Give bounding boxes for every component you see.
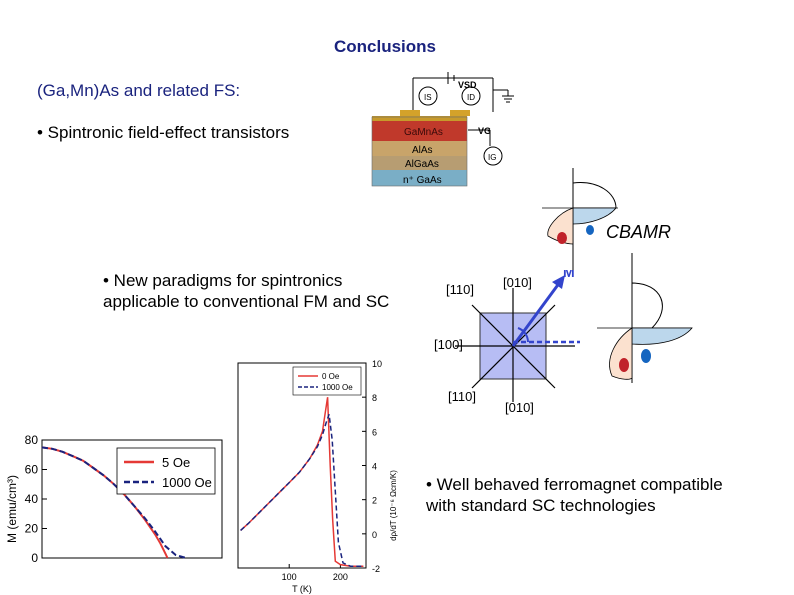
layer-algaas — [372, 156, 467, 170]
direction-0-10: [010] — [505, 400, 534, 415]
series-line-1 — [41, 446, 187, 559]
cbamr-band-diagram-bottom — [597, 253, 693, 383]
y-axis-label: M (emu/cm³) — [5, 475, 19, 543]
drain-contact — [450, 110, 470, 116]
layer-gamnas-label: GaMnAs — [404, 127, 443, 138]
bullet-new-paradigms-line2: applicable to conventional FM and SC — [103, 292, 390, 311]
direction-100: [100] — [434, 337, 463, 352]
layer-ngaas-label: n⁺ GaAs — [403, 175, 442, 186]
y-tick-label: -2 — [372, 564, 380, 574]
label-ig: IG — [488, 153, 496, 162]
legend-label-0: 0 Oe — [322, 372, 340, 381]
bullet-spintronic-fet: • Spintronic field-effect transistors — [37, 123, 290, 142]
label-is: IS — [424, 93, 432, 102]
y-tick-label: 8 — [372, 393, 377, 403]
y-tick-label: 20 — [25, 522, 39, 536]
x-tick-label: 100 — [282, 572, 297, 582]
direction-110: [110] — [446, 282, 474, 297]
y-tick-label: 40 — [25, 492, 39, 506]
y-tick-label: 0 — [372, 530, 377, 540]
bullet-new-paradigms-line1: • New paradigms for spintronics — [103, 271, 343, 290]
spin-down-carrier — [586, 225, 594, 235]
y-tick-label: 2 — [372, 496, 377, 506]
crystal-direction-diagram: M — [455, 270, 580, 402]
cbamr-label: CBAMR — [606, 222, 672, 242]
label-id: ID — [467, 93, 475, 102]
slide-subtitle: (Ga,Mn)As and related FS: — [37, 81, 241, 100]
fet-device-diagram: IS ID VSD VG IG GaMnAs AlAs AlGaAs n⁺ Ga… — [371, 72, 514, 187]
source-current-meter — [418, 86, 438, 106]
x-tick-label: 200 — [333, 572, 348, 582]
direction-010: [010] — [503, 275, 532, 290]
bullet-well-behaved-line2: with standard SC technologies — [426, 496, 656, 515]
magnetization-chart: 0 20 40 60 80 M (emu/cm³) 5 Oe 1000 Oe — [5, 433, 223, 565]
y-tick-label: 80 — [25, 433, 39, 447]
y-tick-label: 6 — [372, 427, 377, 437]
series-line-1 — [240, 414, 364, 568]
label-vg: VG — [478, 126, 491, 136]
layer-gamnas — [372, 121, 467, 141]
y-tick-label: 60 — [25, 463, 39, 477]
legend-box — [292, 366, 362, 396]
legend-label-1: 1000 Oe — [322, 383, 353, 392]
y-tick-label: 0 — [31, 551, 38, 565]
plot-frame — [237, 362, 367, 569]
legend-box — [116, 447, 216, 495]
gate-current-meter — [483, 146, 503, 166]
drain-current-meter — [461, 86, 481, 106]
bullet-well-behaved-line1: • Well behaved ferromagnet compatible — [426, 475, 723, 494]
slide-title: Conclusions — [333, 37, 436, 56]
y-tick-label: 10 — [372, 359, 382, 369]
label-vsd: VSD — [458, 80, 477, 90]
spin-up-carrier — [557, 232, 567, 244]
y-axis-label: dρ/dT (10⁻⁶ Ωcm/K) — [389, 470, 398, 541]
x-axis-label: T (K) — [292, 584, 312, 594]
y-tick-label: 4 — [372, 462, 377, 472]
bullet-well-behaved: • Well behaved ferromagnet compatible wi… — [426, 474, 723, 516]
legend-label-0: 5 Oe — [162, 455, 190, 470]
bullet-new-paradigms: • New paradigms for spintronics applicab… — [103, 270, 389, 312]
layer-alas — [372, 141, 467, 156]
source-contact — [400, 110, 420, 116]
legend-label-1: 1000 Oe — [162, 475, 212, 490]
magnetization-arrow — [511, 281, 562, 347]
layer-alas-label: AlAs — [412, 145, 433, 156]
resistivity-derivative-chart: -2 0 2 4 6 8 10 100 200 T (K) dρ/dT (10⁻⁶ Ωcm/K) 0 … — [237, 359, 398, 594]
layer-algaas-label: AlGaAs — [405, 159, 439, 170]
magnetization-label: M — [563, 270, 575, 280]
direction-1-10: [110] — [448, 389, 476, 404]
layer-n-gaas — [372, 170, 467, 186]
cbamr-band-diagram-top — [542, 168, 618, 276]
